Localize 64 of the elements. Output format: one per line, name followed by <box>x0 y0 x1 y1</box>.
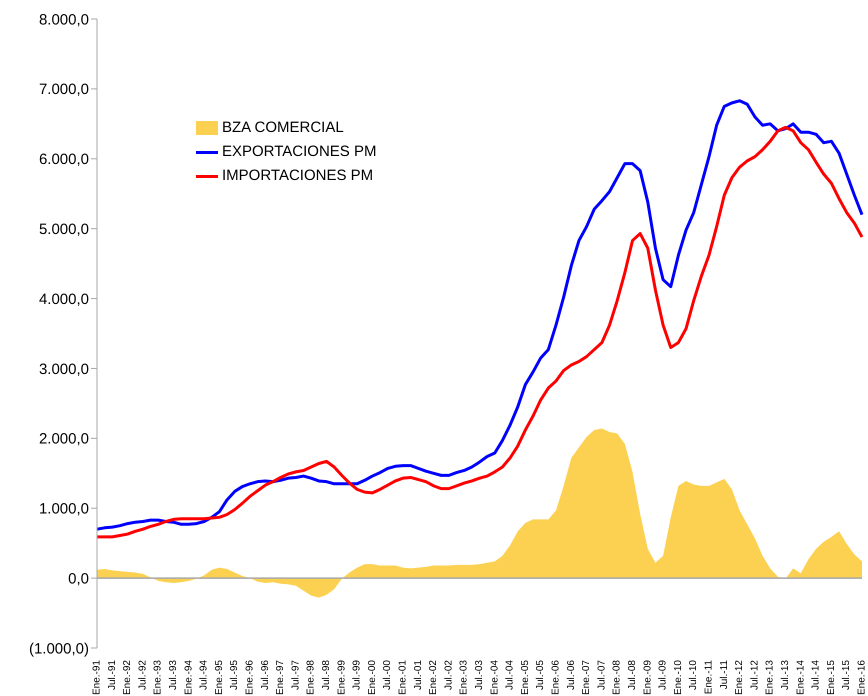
x-tick-label: Jul.-91 <box>106 660 118 690</box>
x-tick-label: Jul.-95 <box>229 660 240 690</box>
x-tick-label: Jul.-05 <box>535 660 546 690</box>
x-tick-label: Jul.-04 <box>504 660 516 690</box>
x-tick-label: Jul.-14 <box>810 660 822 690</box>
x-tick-label: Ene.-02 <box>428 660 440 696</box>
x-tick-label: Ene.-14 <box>795 660 806 696</box>
x-tick-label: Ene.-94 <box>183 660 194 696</box>
x-tick-label: Jul.-08 <box>627 660 638 690</box>
x-tick-label: Jul.-94 <box>198 660 210 690</box>
x-tick-label: Ene.-97 <box>275 660 286 696</box>
x-tick-label: Jul.-03 <box>474 660 485 690</box>
x-tick-label: Ene.-08 <box>612 660 623 696</box>
legend-label: IMPORTACIONES PM <box>222 166 374 186</box>
x-tick-label: Jul.-15 <box>841 660 852 690</box>
x-tick-label: Ene.-03 <box>458 660 470 696</box>
x-tick-label: Ene.-13 <box>764 660 776 696</box>
y-tick-label: 8.000,0 <box>38 11 89 28</box>
x-tick-label: Jul.-98 <box>321 660 332 690</box>
x-tick-label: Jul.-96 <box>260 660 271 690</box>
x-tick-label: Jul.-00 <box>382 660 394 690</box>
x-tick-label: Ene.-15 <box>826 660 837 696</box>
x-tick-label: Jul.-07 <box>596 660 608 690</box>
x-tick-label: Ene.-09 <box>642 660 654 696</box>
x-tick-label: Ene.-05 <box>520 660 531 696</box>
x-tick-label: Ene.-16 <box>856 660 868 696</box>
x-tick-label: Jul.-12 <box>749 660 760 690</box>
x-tick-label: Ene.-11 <box>704 660 714 694</box>
y-tick-label: 0,0 <box>68 570 89 588</box>
x-tick-label: Ene.-98 <box>306 660 317 696</box>
y-tick-label: 5.000,0 <box>38 220 89 238</box>
x-tick-label: Ene.-06 <box>550 660 562 696</box>
x-tick-label: Jul.-02 <box>443 660 454 690</box>
x-tick-label: Ene.-07 <box>581 660 592 696</box>
x-tick-label: Ene.-93 <box>152 660 164 696</box>
x-tick-label: Jul.-10 <box>688 660 700 690</box>
y-tick-label: 7.000,0 <box>38 81 89 98</box>
x-tick-label: Jul.-97 <box>290 660 302 690</box>
y-tick-label: 4.000,0 <box>38 290 89 308</box>
y-tick-label: (1.000,0) <box>28 640 89 658</box>
x-tick-label: Ene.-99 <box>336 660 348 696</box>
x-tick-label: Ene.-95 <box>214 660 225 696</box>
x-tick-label: Jul.-13 <box>780 660 791 690</box>
x-tick-label: Jul.-01 <box>412 660 424 690</box>
y-tick-label: 1.000,0 <box>38 500 89 518</box>
y-tick-label: 2.000,0 <box>38 430 89 448</box>
legend-label: BZA COMERCIAL <box>222 118 344 138</box>
legend-label: EXPORTACIONES PM <box>222 142 376 162</box>
x-tick-label: Ene.-10 <box>672 660 684 696</box>
x-tick-label: Ene.-92 <box>122 660 134 696</box>
x-tick-label: Ene.-12 <box>734 660 746 696</box>
y-tick-label: 3.000,0 <box>38 360 89 378</box>
x-tick-label: Jul.-92 <box>137 660 148 690</box>
x-tick-label: Jul.-93 <box>168 660 179 690</box>
x-tick-label: Ene.-04 <box>489 660 500 696</box>
x-tick-label: Ene.-91 <box>92 660 102 696</box>
x-tick-label: Ene.-00 <box>366 660 378 696</box>
x-tick-label: Jul.-11 <box>718 660 730 690</box>
x-tick-label: Jul.-06 <box>566 660 577 690</box>
x-tick-label: Ene.-01 <box>398 660 408 696</box>
x-tick-label: Ene.-96 <box>244 660 256 696</box>
y-tick-label: 6.000,0 <box>38 151 89 168</box>
x-tick-label: Jul.-99 <box>352 660 363 690</box>
x-tick-label: Jul.-09 <box>658 660 669 690</box>
